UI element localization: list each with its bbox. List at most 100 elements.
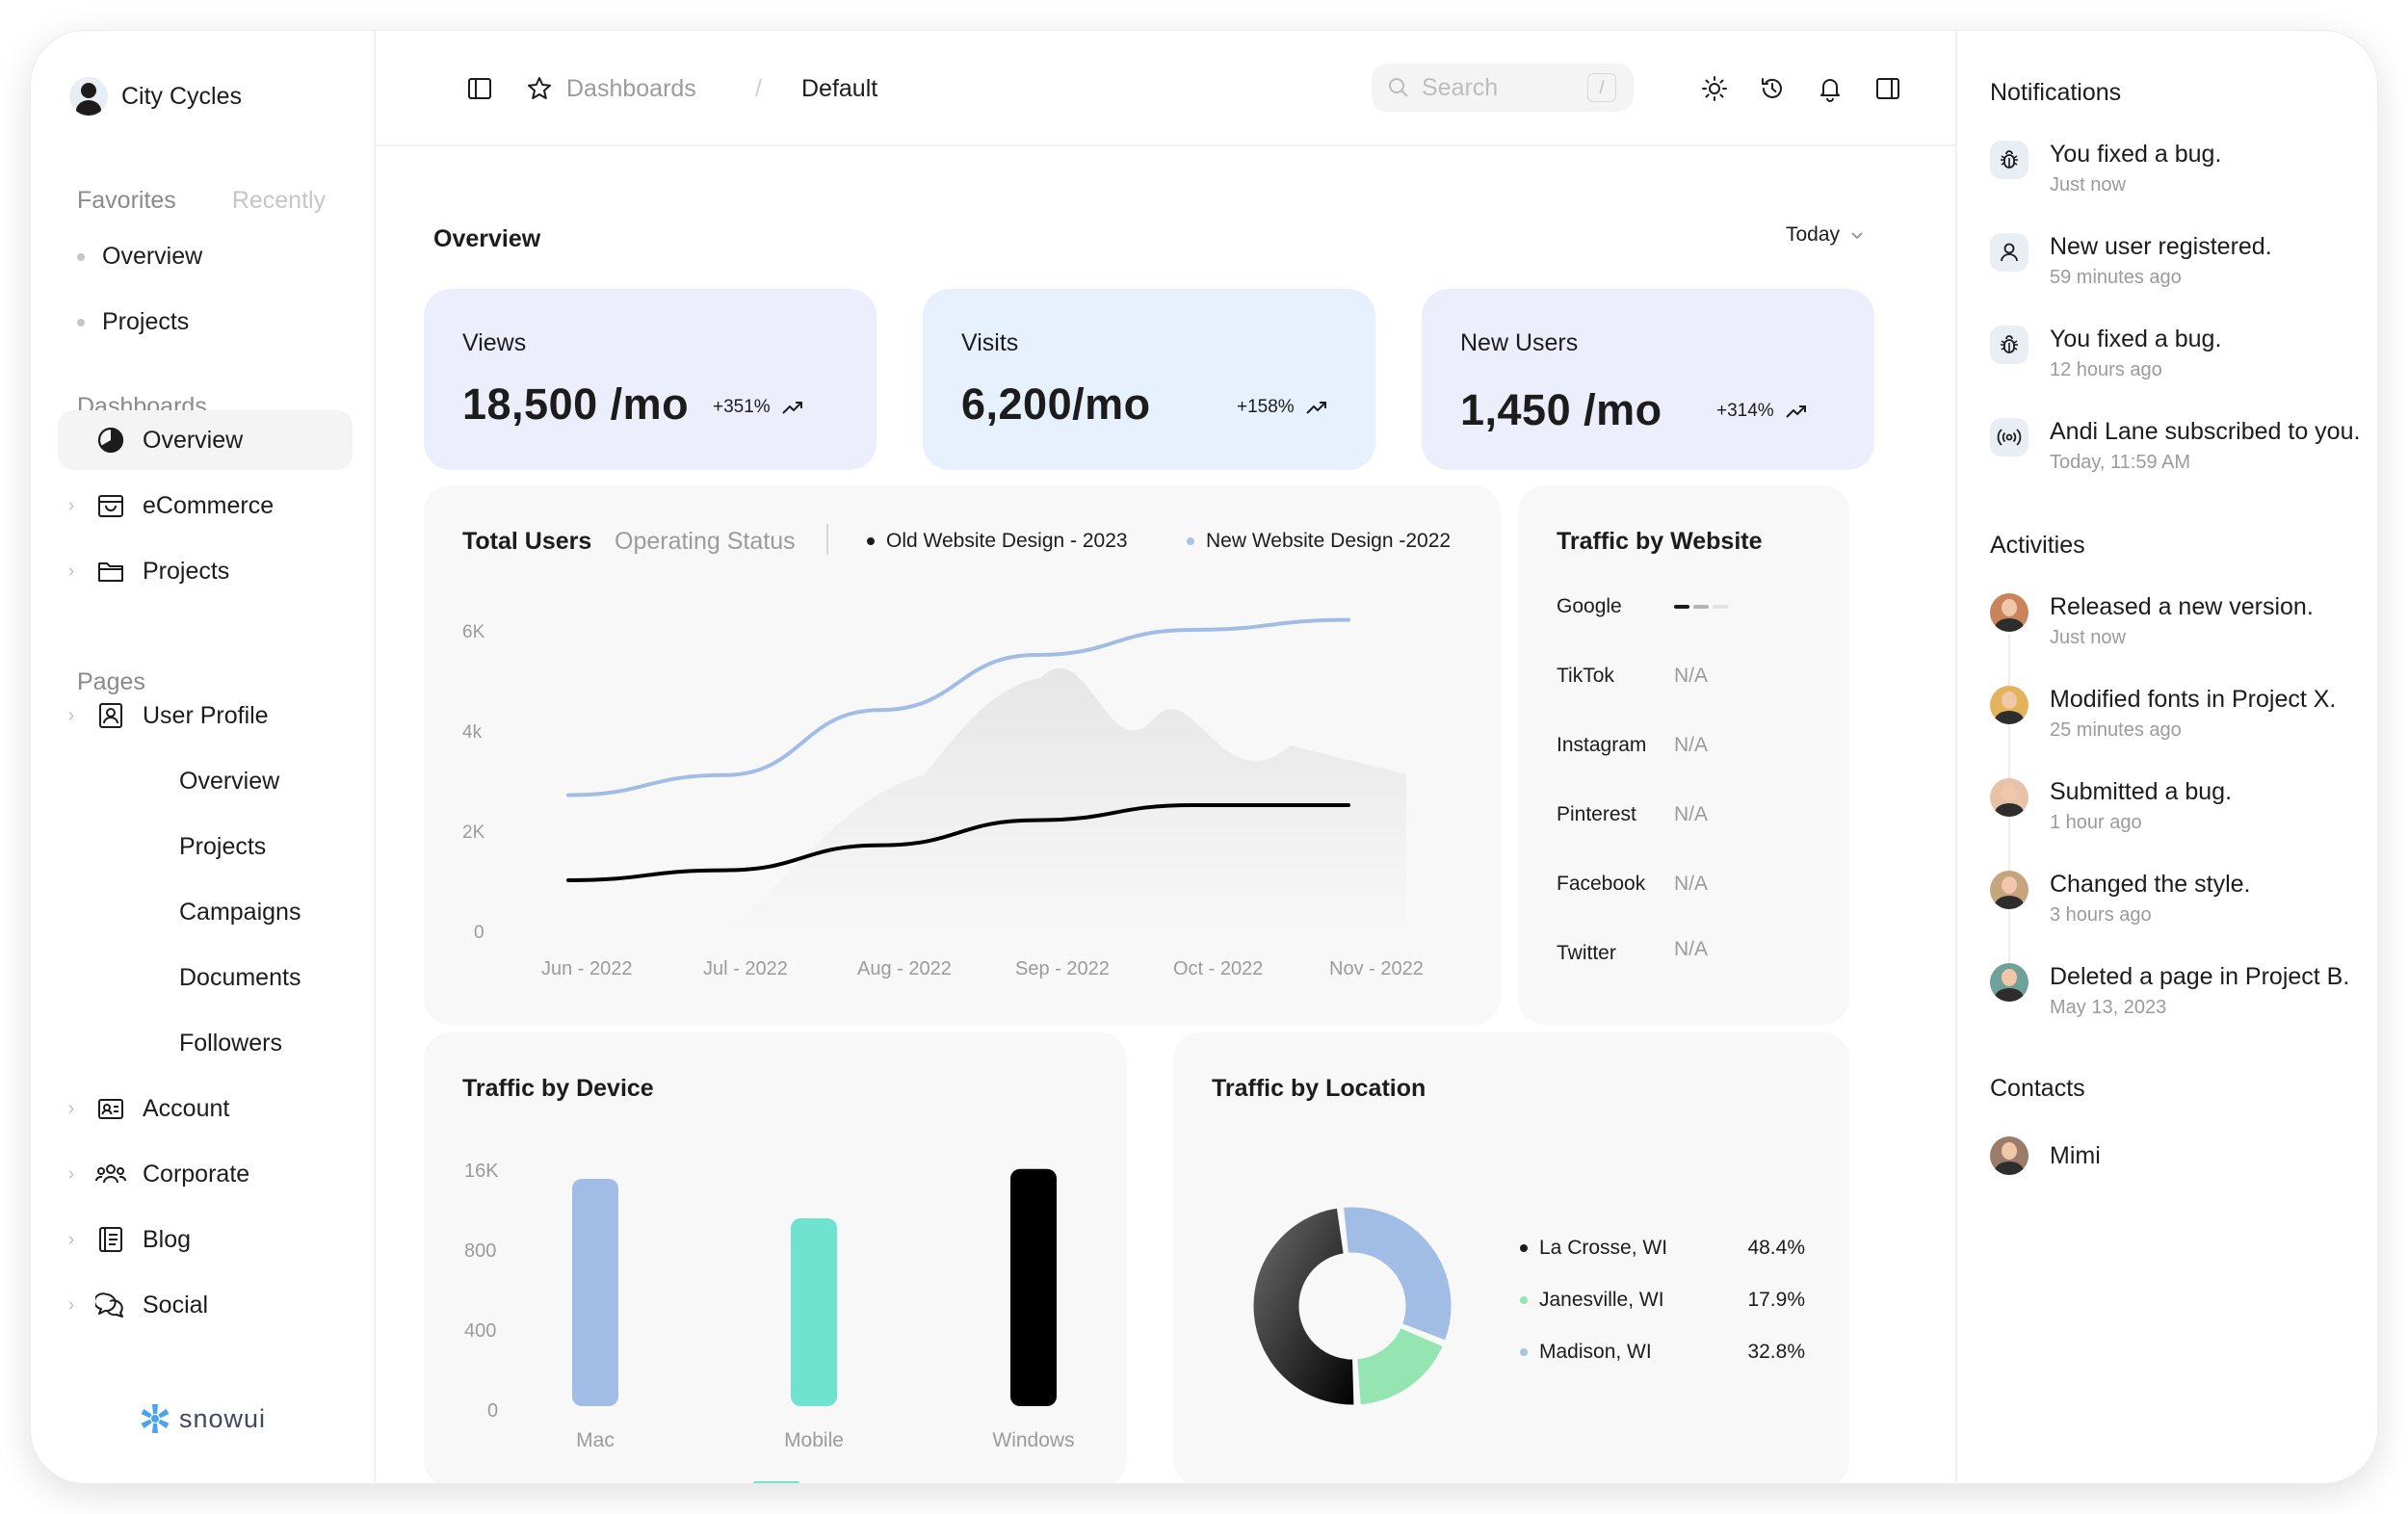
x-tick-oct: Oct - 2022 bbox=[1173, 958, 1263, 979]
broadcast-icon bbox=[1990, 418, 2028, 457]
stat-label: New Users bbox=[1460, 329, 1579, 356]
sidebar-item-dashboard-overview[interactable]: Overview bbox=[58, 410, 353, 470]
sidebar-subitem-followers[interactable]: Followers bbox=[58, 1013, 353, 1073]
notification-time: 59 minutes ago bbox=[2050, 267, 2182, 288]
sidebar-item-user-profile[interactable]: › User Profile bbox=[58, 686, 353, 745]
activity-item[interactable]: Deleted a page in Project B. May 13, 202… bbox=[1990, 963, 2349, 1019]
legend-old-design: Old Website Design - 2023 bbox=[867, 530, 1128, 553]
bar-windows[interactable] bbox=[1010, 1168, 1057, 1406]
search-input[interactable] bbox=[1422, 73, 1576, 102]
chevron-right-icon[interactable]: › bbox=[67, 1162, 75, 1185]
sidebar-item-corporate[interactable]: › Corporate bbox=[58, 1144, 353, 1204]
sidebar-item-ecommerce[interactable]: › eCommerce bbox=[58, 476, 353, 535]
location-row[interactable]: Janesville, WI 17.9% bbox=[1520, 1289, 1805, 1312]
slice-la-crosse-wi[interactable] bbox=[1250, 1205, 1357, 1408]
scroll-indicator[interactable] bbox=[753, 1481, 799, 1483]
total-users-line-chart: 6K 4k 2K 0 Jun - 2022 Jul - 2022 Aug - 2… bbox=[462, 617, 1424, 979]
chevron-right-icon[interactable]: › bbox=[67, 560, 75, 582]
chevron-right-icon[interactable]: › bbox=[67, 1097, 75, 1119]
sidebar-subitem-overview[interactable]: Overview bbox=[58, 751, 353, 811]
sidebar: City Cycles Favorites Recently Overview … bbox=[31, 31, 376, 1483]
activity-time: 3 hours ago bbox=[2050, 904, 2152, 926]
notification-item[interactable]: You fixed a bug. 12 hours ago bbox=[1990, 326, 2221, 381]
slice-madison-wi[interactable] bbox=[1340, 1204, 1454, 1344]
site-pinterest[interactable]: Pinterest bbox=[1557, 803, 1636, 825]
site-value: N/A bbox=[1674, 803, 1709, 825]
search-box[interactable]: / bbox=[1372, 64, 1634, 112]
period-select[interactable]: Today bbox=[1786, 223, 1865, 247]
favorite-item-projects[interactable]: Projects bbox=[77, 308, 189, 336]
contacts-title: Contacts bbox=[1990, 1075, 2085, 1102]
y-tick-16k: 16K bbox=[464, 1161, 499, 1182]
stat-value: 1,450 /mo bbox=[1460, 385, 1662, 434]
tab-favorites[interactable]: Favorites bbox=[77, 187, 176, 214]
trend-up-icon bbox=[781, 402, 802, 414]
notification-item[interactable]: You fixed a bug. Just now bbox=[1990, 141, 2221, 196]
activity-item[interactable]: Changed the style. 3 hours ago bbox=[1990, 871, 2250, 927]
location-row[interactable]: La Crosse, WI 48.4% bbox=[1520, 1237, 1805, 1260]
y-tick-6k: 6K bbox=[462, 622, 485, 642]
chevron-right-icon[interactable]: › bbox=[67, 1293, 75, 1316]
breadcrumb-dashboards[interactable]: Dashboards bbox=[566, 75, 696, 102]
tab-operating-status[interactable]: Operating Status bbox=[615, 528, 796, 555]
activity-item[interactable]: Submitted a bug. 1 hour ago bbox=[1990, 778, 2232, 834]
tab-total-users[interactable]: Total Users bbox=[462, 528, 592, 555]
stat-card-new-users[interactable]: New Users 1,450 /mo +314% bbox=[1422, 289, 1874, 470]
x-tick-aug: Aug - 2022 bbox=[857, 958, 952, 979]
activity-item[interactable]: Released a new version. Just now bbox=[1990, 593, 2314, 649]
notifications-title: Notifications bbox=[1990, 79, 2122, 106]
brand[interactable]: City Cycles bbox=[69, 77, 242, 116]
sidebar-subitem-projects[interactable]: Projects bbox=[58, 817, 353, 876]
bar-mac[interactable] bbox=[572, 1179, 618, 1406]
chevron-right-icon[interactable]: › bbox=[67, 494, 75, 516]
legend-dot bbox=[867, 537, 875, 545]
star-icon[interactable] bbox=[524, 73, 555, 104]
sidebar-subitem-documents[interactable]: Documents bbox=[58, 948, 353, 1007]
bar-mobile[interactable] bbox=[791, 1218, 837, 1406]
stat-card-visits[interactable]: Visits 6,200/mo +158% bbox=[923, 289, 1375, 470]
sidebar-subitem-campaigns[interactable]: Campaigns bbox=[58, 882, 353, 942]
activity-text: Deleted a page in Project B. bbox=[2050, 963, 2350, 990]
bullet-dot bbox=[77, 318, 85, 326]
history-icon[interactable] bbox=[1757, 73, 1788, 104]
legend-new-design: New Website Design -2022 bbox=[1187, 530, 1451, 553]
panel-toggle-icon[interactable] bbox=[1872, 73, 1903, 104]
snowflake-icon bbox=[141, 1404, 170, 1433]
bell-icon[interactable] bbox=[1815, 73, 1845, 104]
sidebar-item-projects[interactable]: › Projects bbox=[58, 541, 353, 601]
site-google[interactable]: Google bbox=[1557, 595, 1622, 617]
sidebar-item-account[interactable]: › Account bbox=[58, 1079, 353, 1138]
sidebar-item-label: Followers bbox=[179, 1029, 282, 1057]
sidebar-toggle-icon[interactable] bbox=[464, 73, 495, 104]
stat-value: 6,200/mo bbox=[961, 379, 1151, 429]
notification-item[interactable]: New user registered. 59 minutes ago bbox=[1990, 233, 2272, 289]
site-instagram[interactable]: Instagram bbox=[1557, 734, 1647, 756]
page-title: Overview bbox=[433, 225, 541, 252]
site-tiktok[interactable]: TikTok bbox=[1557, 665, 1614, 687]
activity-item[interactable]: Modified fonts in Project X. 25 minutes … bbox=[1990, 686, 2336, 742]
trend-up-icon bbox=[1785, 405, 1806, 418]
tab-recently[interactable]: Recently bbox=[231, 187, 327, 214]
favorite-item-overview[interactable]: Overview bbox=[77, 243, 202, 271]
stat-card-views[interactable]: Views 18,500 /mo +351% bbox=[424, 289, 877, 470]
site-twitter[interactable]: Twitter bbox=[1557, 942, 1616, 964]
traffic-location-title: Traffic by Location bbox=[1212, 1075, 1426, 1102]
breadcrumb-separator: / bbox=[755, 75, 762, 102]
sidebar-item-label: Documents bbox=[179, 963, 301, 991]
chevron-right-icon[interactable]: › bbox=[67, 1228, 75, 1250]
bug-icon bbox=[1990, 141, 2028, 179]
notification-text: You fixed a bug. bbox=[2050, 141, 2222, 168]
site-facebook[interactable]: Facebook bbox=[1557, 873, 1646, 895]
slice-janesville-wi[interactable] bbox=[1354, 1324, 1446, 1408]
theme-sun-icon[interactable] bbox=[1699, 73, 1730, 104]
chevron-right-icon[interactable]: › bbox=[67, 704, 75, 726]
traffic-by-location-card: Traffic by Location La Crosse, WI 48.4% … bbox=[1173, 1032, 1849, 1483]
location-row[interactable]: Madison, WI 32.8% bbox=[1520, 1341, 1805, 1364]
sidebar-item-social[interactable]: › Social bbox=[58, 1275, 353, 1335]
breadcrumb-default[interactable]: Default bbox=[801, 75, 878, 102]
sidebar-item-blog[interactable]: › Blog bbox=[58, 1210, 353, 1269]
contact-item[interactable]: Mimi bbox=[1990, 1136, 2101, 1175]
traffic-device-title: Traffic by Device bbox=[462, 1075, 654, 1102]
notification-item[interactable]: Andi Lane subscribed to you. Today, 11:5… bbox=[1990, 418, 2360, 474]
google-mini-bar bbox=[1674, 605, 1728, 609]
